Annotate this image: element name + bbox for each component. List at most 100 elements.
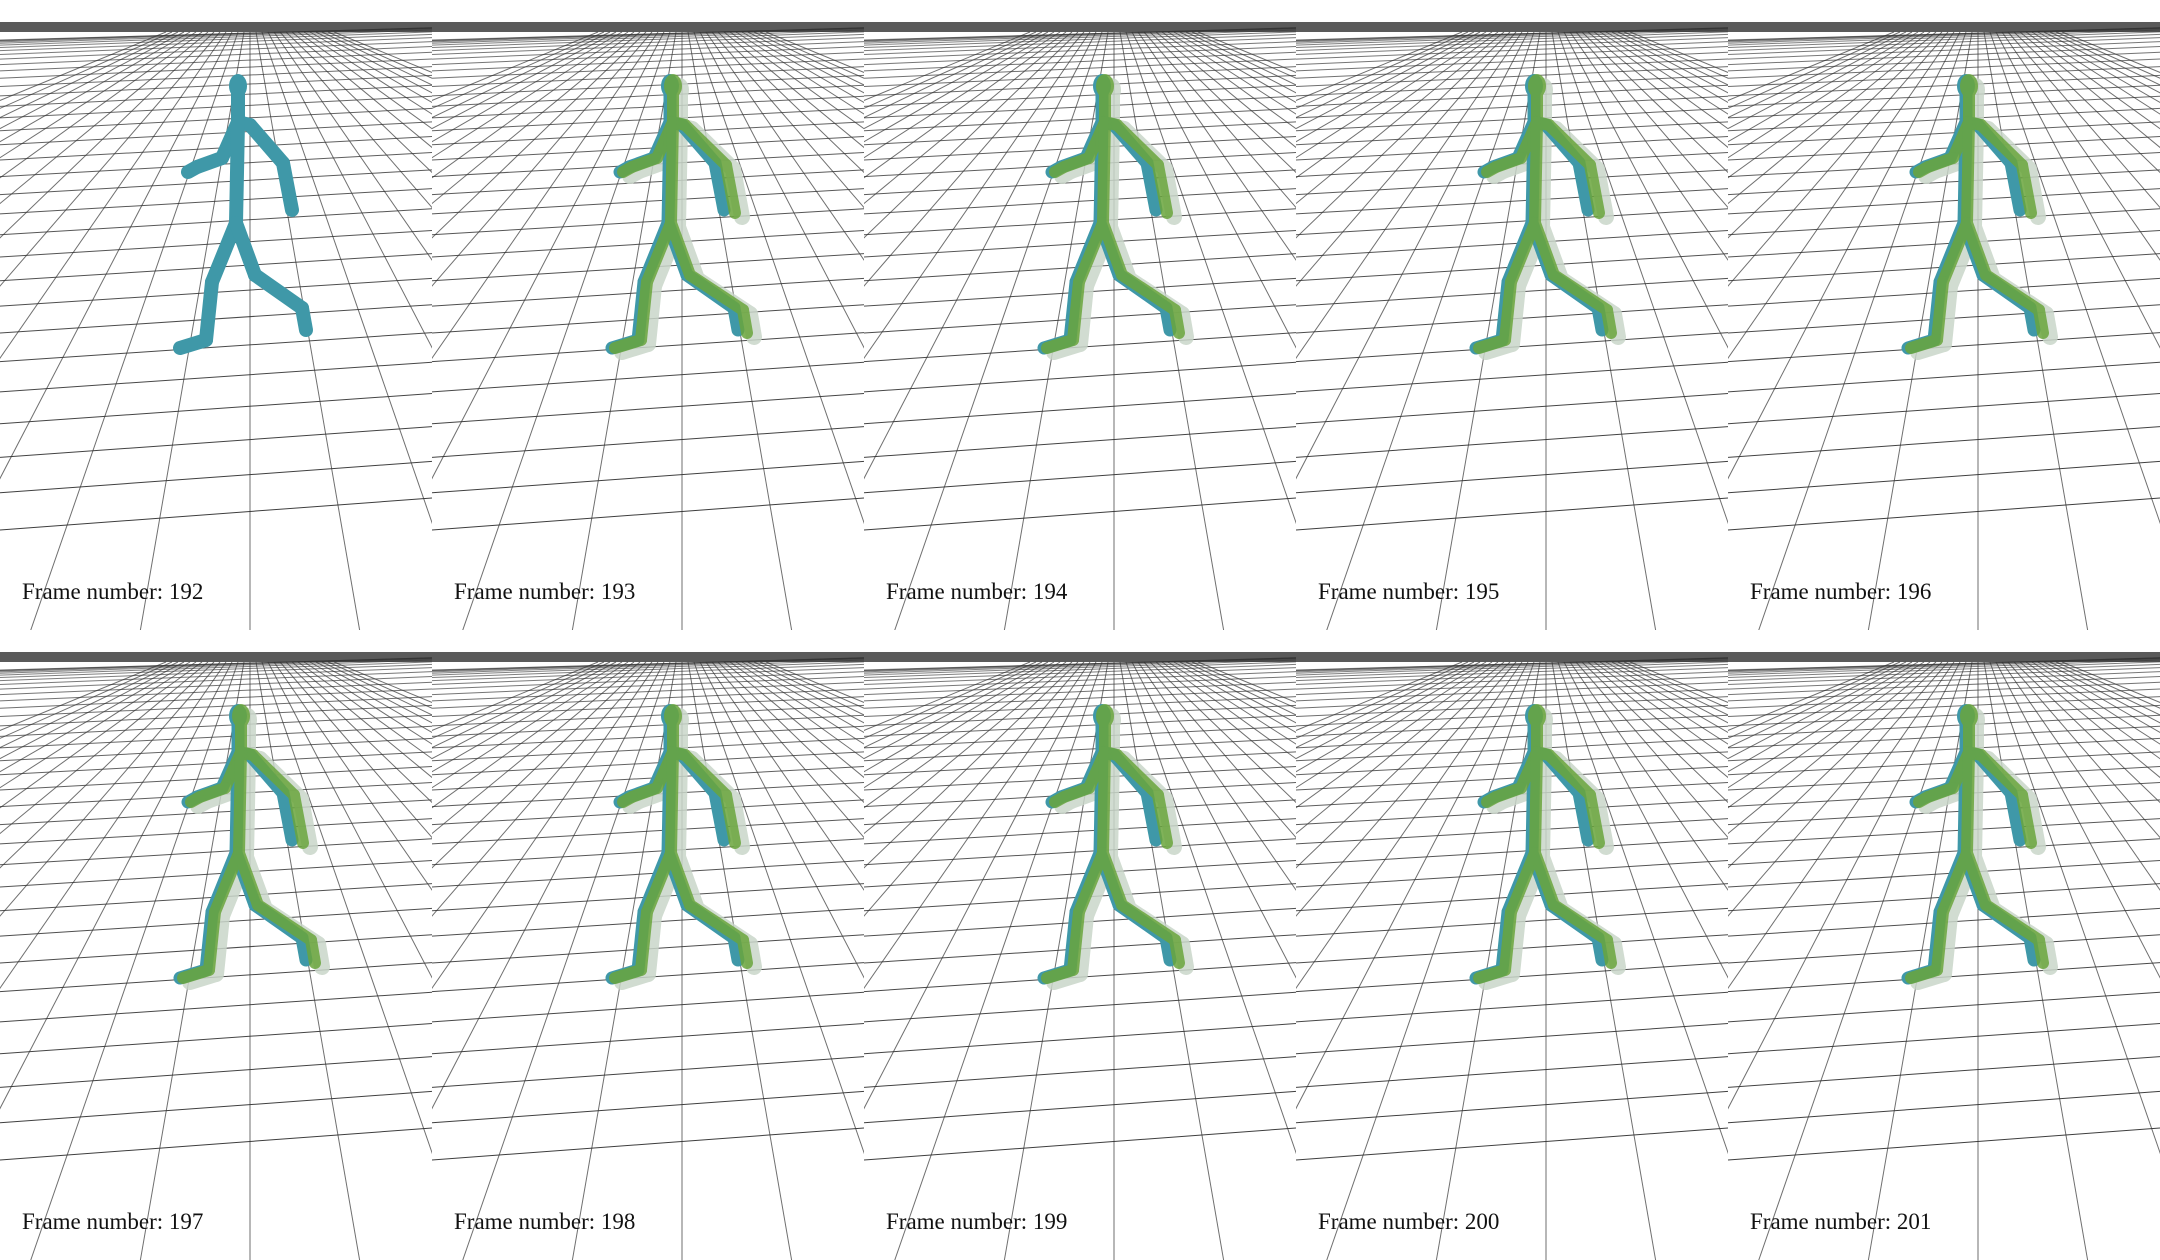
horizon-band	[1728, 652, 2160, 662]
floor-line	[1728, 31, 1949, 287]
bone	[173, 333, 213, 355]
bone	[1584, 159, 1605, 219]
frame-number-label: Frame number: 198	[454, 1209, 636, 1234]
floor-line	[864, 169, 1296, 196]
floor-line	[0, 1090, 432, 1124]
floor-line	[1728, 661, 1949, 917]
bone	[1169, 304, 1185, 339]
bone	[1505, 217, 1541, 288]
floor-line	[0, 135, 432, 161]
bone	[295, 301, 313, 337]
bone	[635, 906, 653, 976]
floor-line	[0, 676, 432, 696]
bone	[229, 115, 245, 230]
floor-line	[432, 737, 864, 762]
floor-line	[1296, 31, 1493, 159]
bone	[181, 160, 204, 179]
floor-line	[705, 31, 864, 261]
bone	[1543, 749, 1596, 801]
floor-line	[432, 58, 864, 79]
floor-line	[0, 31, 215, 239]
floor-line	[1296, 29, 1728, 46]
floor-line	[432, 1056, 864, 1088]
frame-panel	[0, 630, 432, 1260]
bone	[665, 746, 679, 859]
bone	[1961, 116, 1975, 229]
bone	[737, 304, 753, 339]
head-joint	[229, 74, 247, 98]
floor-line	[1728, 460, 2160, 494]
floor-line	[291, 31, 432, 149]
floor-line	[1728, 671, 2160, 690]
floor-line	[705, 661, 864, 891]
floor-line	[864, 33, 1296, 52]
floor-line	[432, 31, 653, 287]
bone	[2038, 936, 2058, 975]
frame-panel	[0, 0, 432, 630]
floor-line	[1728, 393, 2160, 425]
floor-line	[864, 393, 1296, 425]
bone	[199, 275, 219, 347]
floor-line	[0, 188, 432, 215]
floor-line	[432, 208, 864, 236]
floor-line	[0, 31, 233, 480]
bone	[725, 161, 750, 225]
floor-line	[1296, 33, 1728, 52]
floor-line	[864, 765, 1296, 791]
floor-line	[0, 169, 432, 196]
bone	[247, 749, 300, 801]
floor-line	[0, 859, 432, 888]
bone	[2033, 304, 2049, 339]
floor-line	[1296, 188, 1728, 215]
floor-line	[432, 1090, 864, 1124]
bone	[1529, 746, 1543, 859]
floor-line	[0, 818, 432, 845]
floor-line	[864, 107, 1296, 132]
floor-line	[723, 31, 864, 149]
bone	[1473, 964, 1511, 984]
floor-line	[864, 799, 1296, 826]
floor-line	[432, 765, 864, 791]
bone	[1097, 847, 1128, 911]
floor-line	[432, 799, 864, 826]
floor-line	[1728, 663, 2160, 682]
floor-line	[261, 31, 432, 525]
floor-line	[432, 497, 864, 531]
floor-line	[432, 31, 659, 359]
floor-line	[0, 659, 432, 676]
bone	[1548, 899, 1613, 946]
floor-line	[1728, 751, 2160, 776]
floor-line	[1587, 31, 1728, 149]
floor-line	[432, 107, 864, 132]
frame-panel	[1728, 0, 2160, 630]
bone	[248, 268, 309, 315]
floor-line	[1296, 663, 1728, 682]
frame-number-label: Frame number: 200	[1318, 1209, 1500, 1234]
floor-line	[432, 661, 647, 869]
bone	[208, 908, 230, 982]
frame-panel	[432, 22, 864, 630]
bone	[1174, 306, 1194, 345]
floor-line	[0, 661, 209, 835]
bone	[1543, 119, 1596, 171]
floor-line	[1728, 361, 2160, 393]
bone	[1486, 163, 1511, 184]
bone	[2033, 934, 2049, 969]
floor-line	[432, 169, 864, 196]
bone	[1931, 276, 1949, 346]
floor-line	[717, 661, 864, 804]
floor-line	[864, 361, 1296, 393]
bone	[1936, 908, 1958, 982]
bone	[1529, 217, 1560, 281]
floor-line	[1155, 31, 1296, 149]
floor-line	[1296, 661, 1511, 869]
floor-line	[1989, 31, 2160, 525]
floor-line	[261, 661, 432, 1155]
floor-line	[1728, 859, 2160, 888]
bone	[1966, 118, 1984, 235]
bone	[2016, 159, 2037, 219]
floor-line	[1728, 229, 2160, 258]
predicted-skeleton	[1905, 704, 2049, 984]
floor-line	[693, 661, 864, 1155]
floor-line	[1728, 765, 2160, 791]
